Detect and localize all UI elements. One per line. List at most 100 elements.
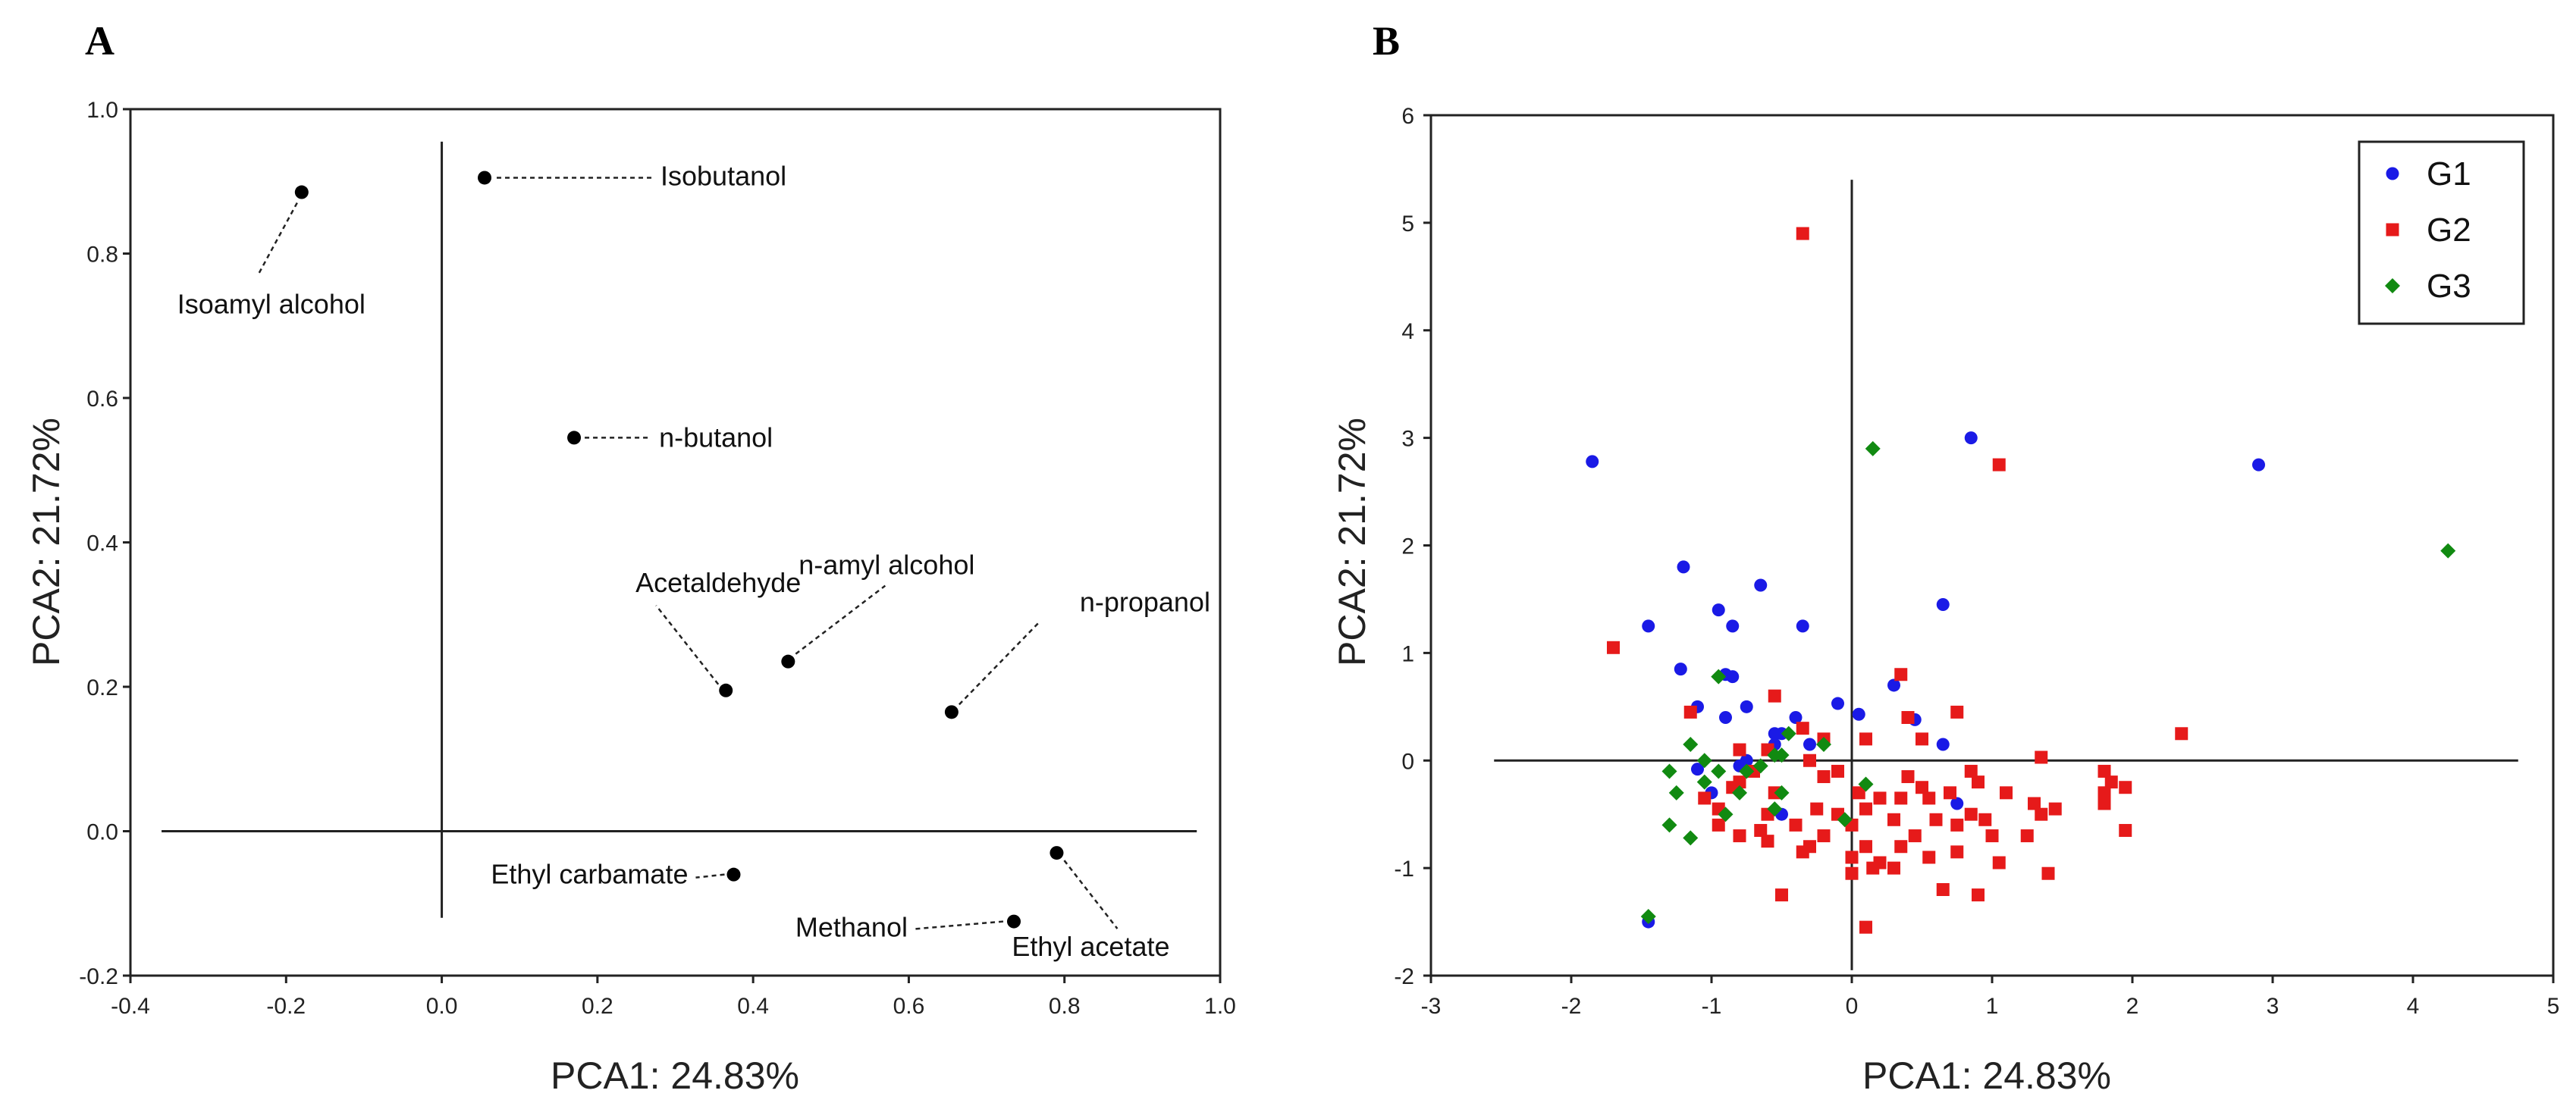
loading-point-isoamyl-alcohol: [294, 185, 309, 199]
point-g2: [2098, 764, 2111, 778]
point-g1: [1586, 455, 1599, 468]
point-g2: [1964, 764, 1978, 778]
point-g2: [1894, 668, 1908, 681]
point-g2: [1859, 840, 1872, 854]
point-g1: [1936, 598, 1950, 612]
leader-line-ethyl-carbamate: [695, 873, 725, 879]
point-g2: [1859, 802, 1872, 816]
point-g2: [2175, 727, 2189, 741]
point-g3: [1781, 725, 1796, 741]
point-g1: [1726, 619, 1740, 633]
point-g2: [1929, 813, 1943, 826]
point-g3: [1661, 763, 1677, 779]
point-g2: [1845, 866, 1859, 880]
point-g3: [1640, 908, 1656, 924]
point-g1: [1887, 678, 1900, 692]
panel-b-x-tick-label: 5: [2547, 994, 2560, 1019]
point-g2: [1873, 791, 1887, 805]
point-g2: [2098, 786, 2111, 800]
point-g1: [1677, 560, 1690, 574]
legend-marker-g1: [2386, 167, 2399, 180]
loading-label-isobutanol: Isobutanol: [660, 160, 786, 191]
point-g2: [1859, 732, 1872, 746]
panel-b-x-tick-label: 4: [2407, 994, 2420, 1019]
point-g2: [1796, 227, 1809, 240]
point-g2: [1768, 689, 1781, 703]
panel-b-x-tick-label: -1: [1702, 994, 1722, 1019]
point-g1: [1964, 431, 1978, 445]
point-g3: [1718, 807, 1734, 822]
point-g2: [2020, 829, 2034, 843]
point-g2: [1761, 835, 1774, 848]
point-g2: [1810, 802, 1824, 816]
panel-b-x-axis-label: PCA1: 24.83%: [1862, 1054, 2111, 1097]
point-g3: [1739, 763, 1755, 779]
point-g2: [2041, 866, 2055, 880]
panel-a-frame: [129, 108, 1222, 977]
panel-a-y-axis-label: PCA2: 21.72%: [25, 418, 67, 666]
point-g2: [1950, 818, 1964, 832]
point-g2: [1894, 840, 1908, 854]
point-g2: [1607, 641, 1620, 654]
panel-b: B -3 -2 -1 0 1 2 3 4 5 -2 -1 0 1 2 3 4 5 6 G1 G2 G3 PCA1: 2…: [1331, 18, 2559, 1097]
point-g3: [1767, 801, 1783, 817]
panel-a-x-tick-label: 0.6: [893, 994, 925, 1019]
panel-b-label: B: [1373, 18, 1400, 64]
point-g3: [1661, 817, 1677, 833]
loading-label-isoamyl-alcohol: Isoamyl alcohol: [177, 289, 366, 320]
point-g2: [2048, 802, 2062, 816]
leader-line-ethyl-acetate: [1063, 860, 1119, 929]
panel-a-x-tick-label: 0.0: [426, 994, 458, 1019]
panel-a-x-tick-label: 0.2: [582, 994, 613, 1019]
point-g2: [2000, 786, 2013, 800]
point-g2: [1817, 829, 1831, 843]
panel-a: A -0.4 -0.2 0.0 0.2 0.4 0.6 0.8 1.0 -0.2 0.0 0.2 0.…: [25, 18, 1236, 1097]
point-g2: [1922, 851, 1936, 864]
point-g1: [1719, 711, 1732, 724]
loading-label-methanol: Methanol: [795, 912, 908, 943]
loading-point-methanol: [1006, 914, 1021, 929]
point-g3: [1774, 747, 1790, 763]
loading-point-isobutanol: [478, 171, 492, 185]
loading-label-ethyl-acetate: Ethyl acetate: [1012, 931, 1169, 962]
panel-b-y-tick-label: 4: [1401, 319, 1414, 344]
point-g2: [1754, 823, 1768, 837]
legend-marker-g3: [2385, 278, 2400, 293]
point-g1: [1754, 578, 1768, 592]
legend: G1 G2 G3: [2358, 140, 2525, 325]
point-g2: [2035, 750, 2048, 764]
panel-b-x-tick-label: 0: [1846, 994, 1859, 1019]
panel-a-y-tick-label: 0.4: [86, 531, 118, 556]
point-g2: [1887, 861, 1900, 875]
series-g2: [1607, 227, 2189, 934]
point-g2: [1887, 813, 1900, 826]
point-g1: [1726, 670, 1740, 684]
legend-label-g1: G1: [2427, 155, 2471, 193]
point-g1: [1796, 619, 1809, 633]
point-g2: [1796, 845, 1809, 859]
point-g2: [1733, 743, 1746, 757]
loading-point-n-butanol: [567, 431, 582, 445]
point-g1: [1803, 738, 1816, 751]
point-g2: [1859, 920, 1872, 934]
loading-point-n-propanol: [944, 705, 959, 719]
panel-a-x-tick-label: 0.8: [1049, 994, 1081, 1019]
point-g1: [1789, 711, 1803, 724]
panel-b-y-axis-label: PCA2: 21.72%: [1331, 418, 1373, 666]
panel-b-x-tick-label: 3: [2267, 994, 2279, 1019]
point-g1: [1950, 797, 1964, 810]
loading-label-ethyl-carbamate: Ethyl carbamate: [491, 859, 688, 890]
loading-point-ethyl-carbamate: [726, 867, 741, 882]
point-g3: [1858, 776, 1874, 792]
point-g1: [1642, 619, 1655, 633]
point-g2: [1972, 775, 1985, 789]
loading-point-ethyl-acetate: [1050, 846, 1064, 860]
point-g3: [1668, 785, 1684, 801]
point-g3: [1865, 440, 1881, 456]
point-g1: [1674, 663, 1687, 676]
point-g2: [1796, 722, 1809, 735]
point-g1: [2252, 458, 2265, 472]
panel-b-y-tick-label: 2: [1401, 534, 1414, 559]
leader-line-methanol: [913, 920, 1004, 930]
